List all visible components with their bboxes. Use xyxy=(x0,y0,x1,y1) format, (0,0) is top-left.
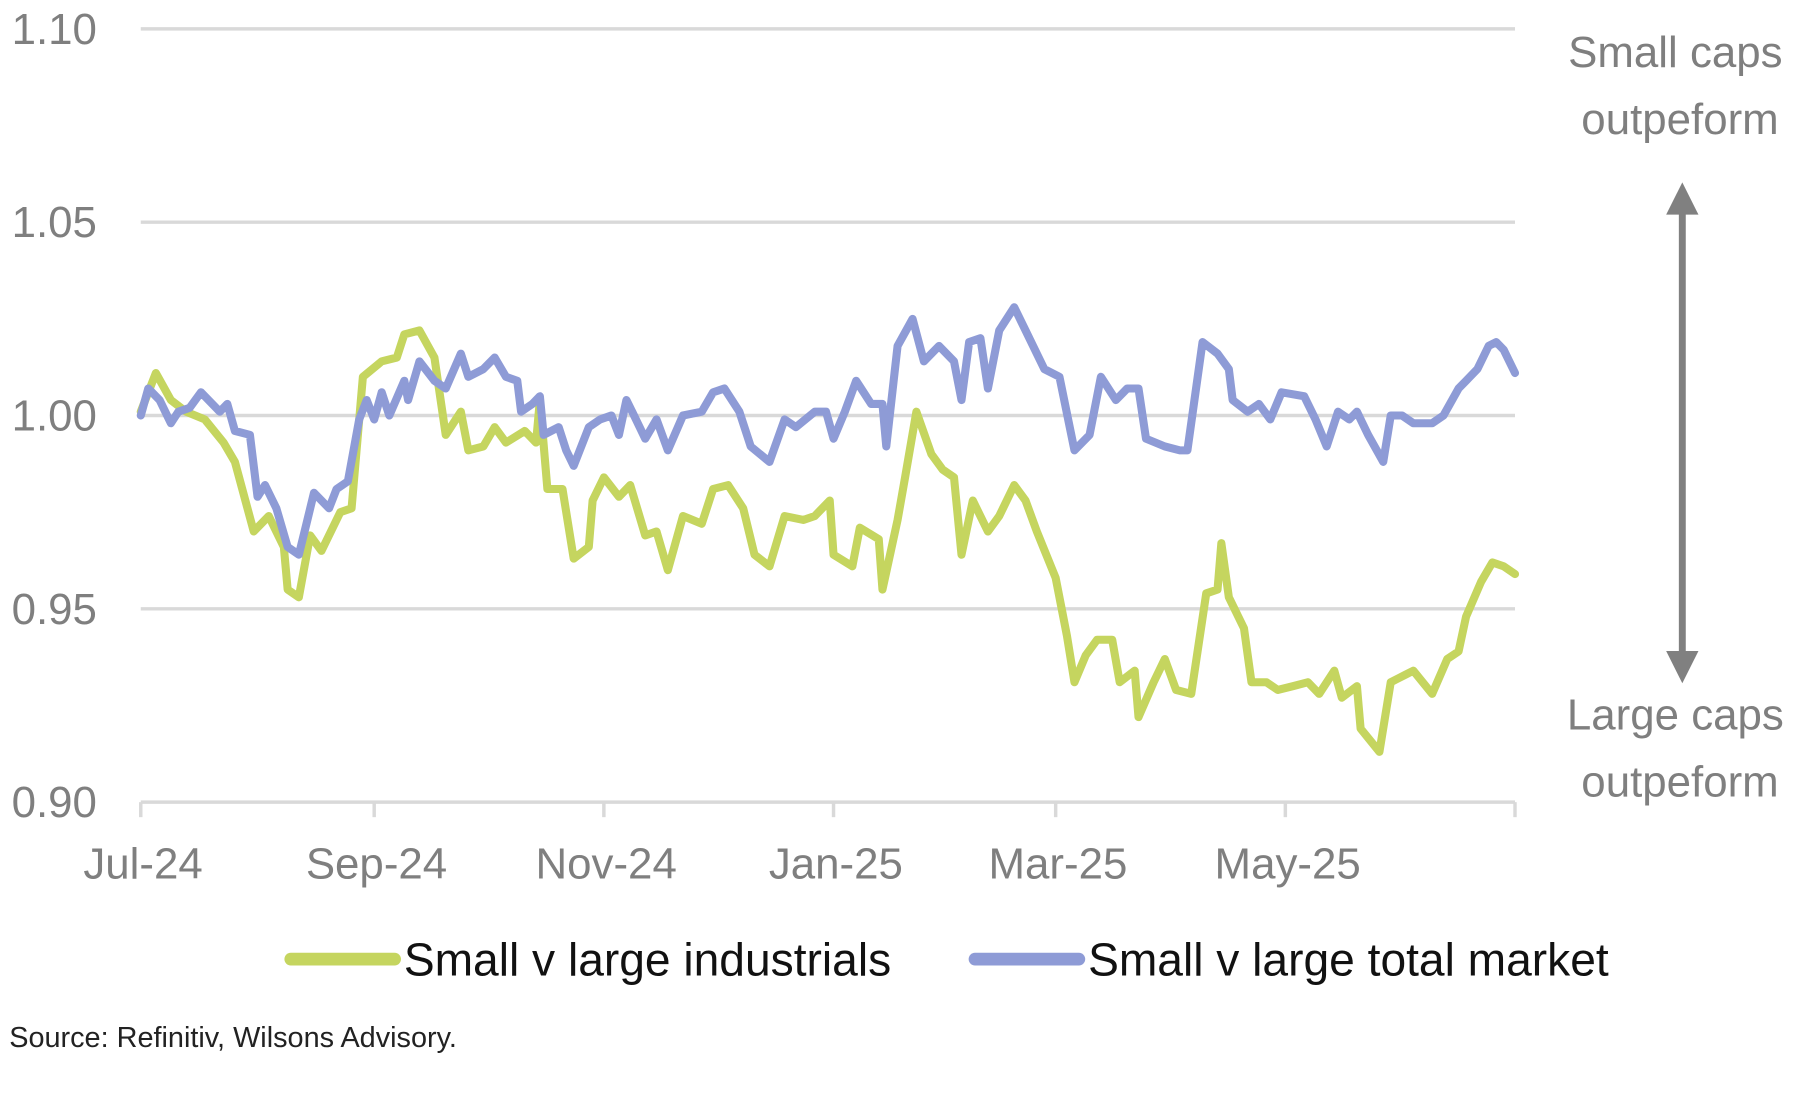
x-tick-label: Jul-24 xyxy=(83,839,202,888)
x-tick-label: Jan-25 xyxy=(769,839,903,888)
annotation-top: Small caps outpeform xyxy=(1568,28,1782,144)
annotation-top-line2: outpeform xyxy=(1581,95,1778,144)
annotation-top-line1: Small caps xyxy=(1568,28,1782,77)
legend: Small v large industrials Small v large … xyxy=(284,933,1609,985)
annotation-bottom-line2: outpeform xyxy=(1581,757,1778,806)
series-line-total-market xyxy=(136,303,1520,559)
y-tick-label: 0.90 xyxy=(12,778,97,827)
direction-arrow xyxy=(1666,182,1699,684)
arrow-down-icon xyxy=(1666,650,1699,684)
x-tick-label: Nov-24 xyxy=(536,839,677,888)
series-line-industrials xyxy=(136,326,1520,756)
y-tick-label: 1.10 xyxy=(12,5,97,54)
annotation-bottom: Large caps outpeform xyxy=(1567,690,1784,806)
y-axis: 1.10 1.05 1.00 0.95 0.90 xyxy=(12,5,97,827)
y-tick-label: 0.95 xyxy=(12,585,97,634)
arrow-up-icon xyxy=(1666,182,1699,215)
series-lines xyxy=(136,303,1520,756)
annotation-bottom-line1: Large caps xyxy=(1567,690,1784,739)
legend-label-total-market: Small v large total market xyxy=(1088,933,1609,985)
source-note: Source: Refinitiv, Wilsons Advisory. xyxy=(9,1022,457,1054)
x-tick-label: Mar-25 xyxy=(989,839,1128,888)
x-axis: Jul-24 Sep-24 Nov-24 Jan-25 Mar-25 May-25 xyxy=(83,802,1517,888)
x-tick-label: Sep-24 xyxy=(306,839,447,888)
y-tick-label: 1.00 xyxy=(12,392,97,441)
legend-label-industrials: Small v large industrials xyxy=(404,933,891,985)
x-tick-label: May-25 xyxy=(1215,839,1361,888)
y-tick-label: 1.05 xyxy=(12,198,97,247)
